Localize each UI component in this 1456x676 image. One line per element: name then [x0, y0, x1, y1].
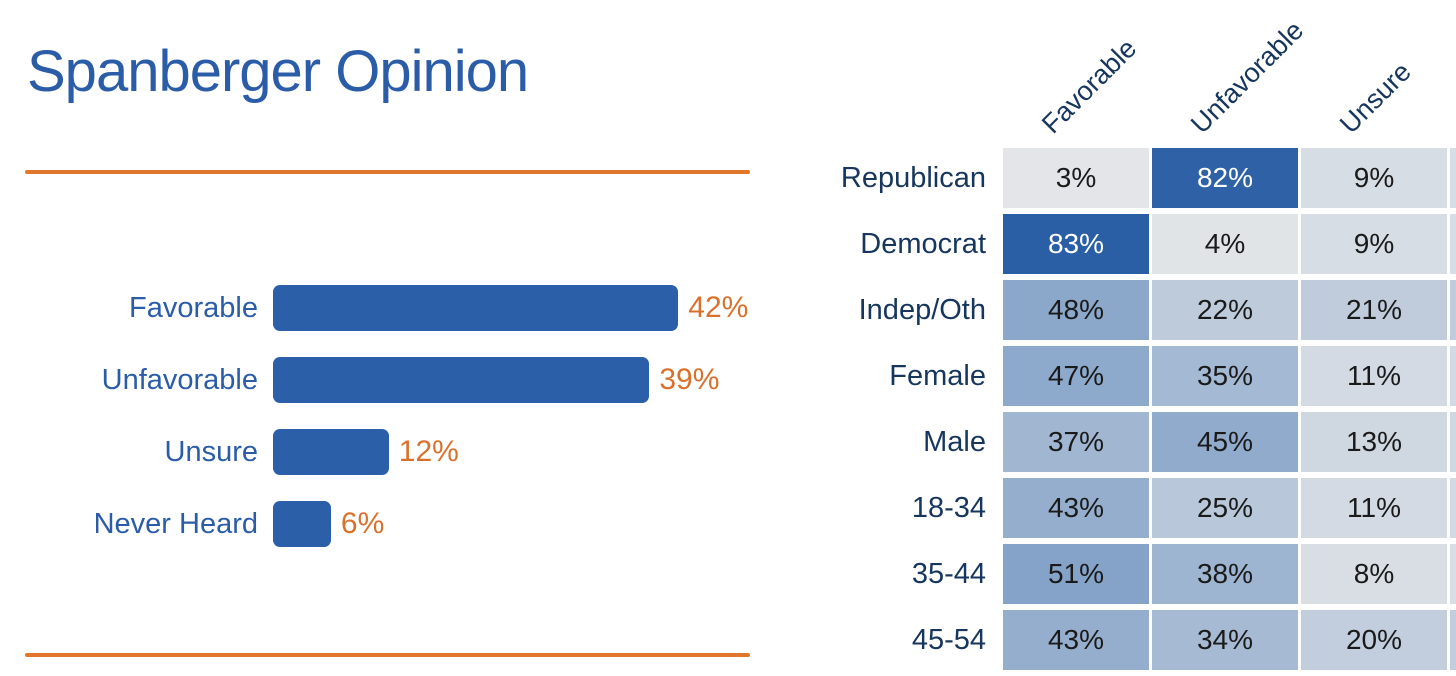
top-divider-line: [25, 170, 750, 174]
heatmap-overflow-cell-35-44: [1450, 544, 1456, 604]
bar-category-label-unfavorable: Unfavorable: [101, 363, 258, 396]
heatmap-row-label-indep-oth: Indep/Oth: [858, 293, 986, 326]
bar-category-label-unsure: Unsure: [164, 435, 259, 468]
heatmap-cell-female-unsure: 11%: [1301, 346, 1447, 406]
heatmap-overflow-cell-45-54: [1450, 610, 1456, 670]
heatmap-row-label-democrat: Democrat: [860, 227, 986, 260]
bar-unfavorable: [273, 357, 650, 403]
bar-row-favorable: Favorable 42%: [0, 285, 800, 331]
heatmap-row-label-republican: Republican: [840, 161, 986, 194]
heatmap-cell-45-54-unfavorable: 34%: [1152, 610, 1298, 670]
heatmap-column-header-unsure: Unsure: [1334, 56, 1417, 140]
heatmap-cell-democrat-favorable: 83%: [1003, 214, 1149, 274]
heatmap-overflow-cell-female: [1450, 346, 1456, 406]
heatmap-grid: Republican 3% 82% 9% Democrat 83% 4% 9% Indep/Ot…: [833, 148, 1456, 670]
heatmap-cell-45-54-unsure: 20%: [1301, 610, 1447, 670]
heatmap-cell-indep-oth-unsure: 21%: [1301, 280, 1447, 340]
bar-category-label-never-heard: Never Heard: [93, 507, 258, 540]
heatmap-cell-female-favorable: 47%: [1003, 346, 1149, 406]
page-title: Spanberger Opinion: [27, 39, 529, 104]
heatmap-cell-35-44-unsure: 8%: [1301, 544, 1447, 604]
heatmap-cell-female-unfavorable: 35%: [1152, 346, 1298, 406]
heatmap-column-header-unfavorable: Unfavorable: [1185, 15, 1310, 140]
heatmap-cell-democrat-unsure: 9%: [1301, 214, 1447, 274]
heatmap-cell-republican-unfavorable: 82%: [1152, 148, 1298, 208]
heatmap-cell-male-unsure: 13%: [1301, 412, 1447, 472]
bar-never-heard: [273, 501, 331, 547]
heatmap-row-label-45-54: 45-54: [911, 623, 986, 656]
bar-value-label-never-heard: 6%: [340, 507, 385, 540]
bottom-divider-line: [25, 653, 750, 657]
heatmap-cell-republican-favorable: 3%: [1003, 148, 1149, 208]
heatmap-overflow-cell-indep-oth: [1450, 280, 1456, 340]
heatmap-overflow-cell-republican: [1450, 148, 1456, 208]
heatmap-cell-35-44-unfavorable: 38%: [1152, 544, 1298, 604]
bar-favorable: [273, 285, 679, 331]
bar-value-label-unfavorable: 39%: [659, 363, 720, 396]
bar-row-unfavorable: Unfavorable 39%: [0, 357, 800, 403]
bar-row-unsure: Unsure 12%: [0, 429, 800, 475]
heatmap-cell-indep-oth-favorable: 48%: [1003, 280, 1149, 340]
heatmap-cell-18-34-favorable: 43%: [1003, 478, 1149, 538]
heatmap-overflow-cell-male: [1450, 412, 1456, 472]
heatmap-cell-45-54-favorable: 43%: [1003, 610, 1149, 670]
heatmap-cell-democrat-unfavorable: 4%: [1152, 214, 1298, 274]
heatmap-row-label-female: Female: [889, 359, 986, 392]
heatmap-column-header-favorable: Favorable: [1036, 33, 1143, 140]
heatmap-cell-republican-unsure: 9%: [1301, 148, 1447, 208]
heatmap-cell-18-34-unsure: 11%: [1301, 478, 1447, 538]
bar-unsure: [273, 429, 389, 475]
bar-row-never-heard: Never Heard 6%: [0, 501, 800, 547]
bar-value-label-favorable: 42%: [688, 291, 749, 324]
heatmap-cell-male-favorable: 37%: [1003, 412, 1149, 472]
heatmap-row-label-18-34: 18-34: [911, 491, 986, 524]
heatmap-cell-35-44-favorable: 51%: [1003, 544, 1149, 604]
heatmap-overflow-cell-18-34: [1450, 478, 1456, 538]
crosstab-heatmap-table: Favorable Unfavorable Unsure Republican 3% 8…: [833, 0, 1456, 670]
heatmap-row-label-35-44: 35-44: [911, 557, 986, 590]
heatmap-cell-indep-oth-unfavorable: 22%: [1152, 280, 1298, 340]
heatmap-column-headers: Favorable Unfavorable Unsure: [833, 0, 1456, 146]
heatmap-cell-18-34-unfavorable: 25%: [1152, 478, 1298, 538]
heatmap-overflow-cell-democrat: [1450, 214, 1456, 274]
bar-value-label-unsure: 12%: [398, 435, 459, 468]
heatmap-cell-male-unfavorable: 45%: [1152, 412, 1298, 472]
heatmap-row-label-male: Male: [923, 425, 986, 458]
favorability-bar-chart: Favorable 42% Unfavorable 39% Unsure 12% Never…: [0, 285, 800, 573]
bar-category-label-favorable: Favorable: [129, 291, 258, 324]
